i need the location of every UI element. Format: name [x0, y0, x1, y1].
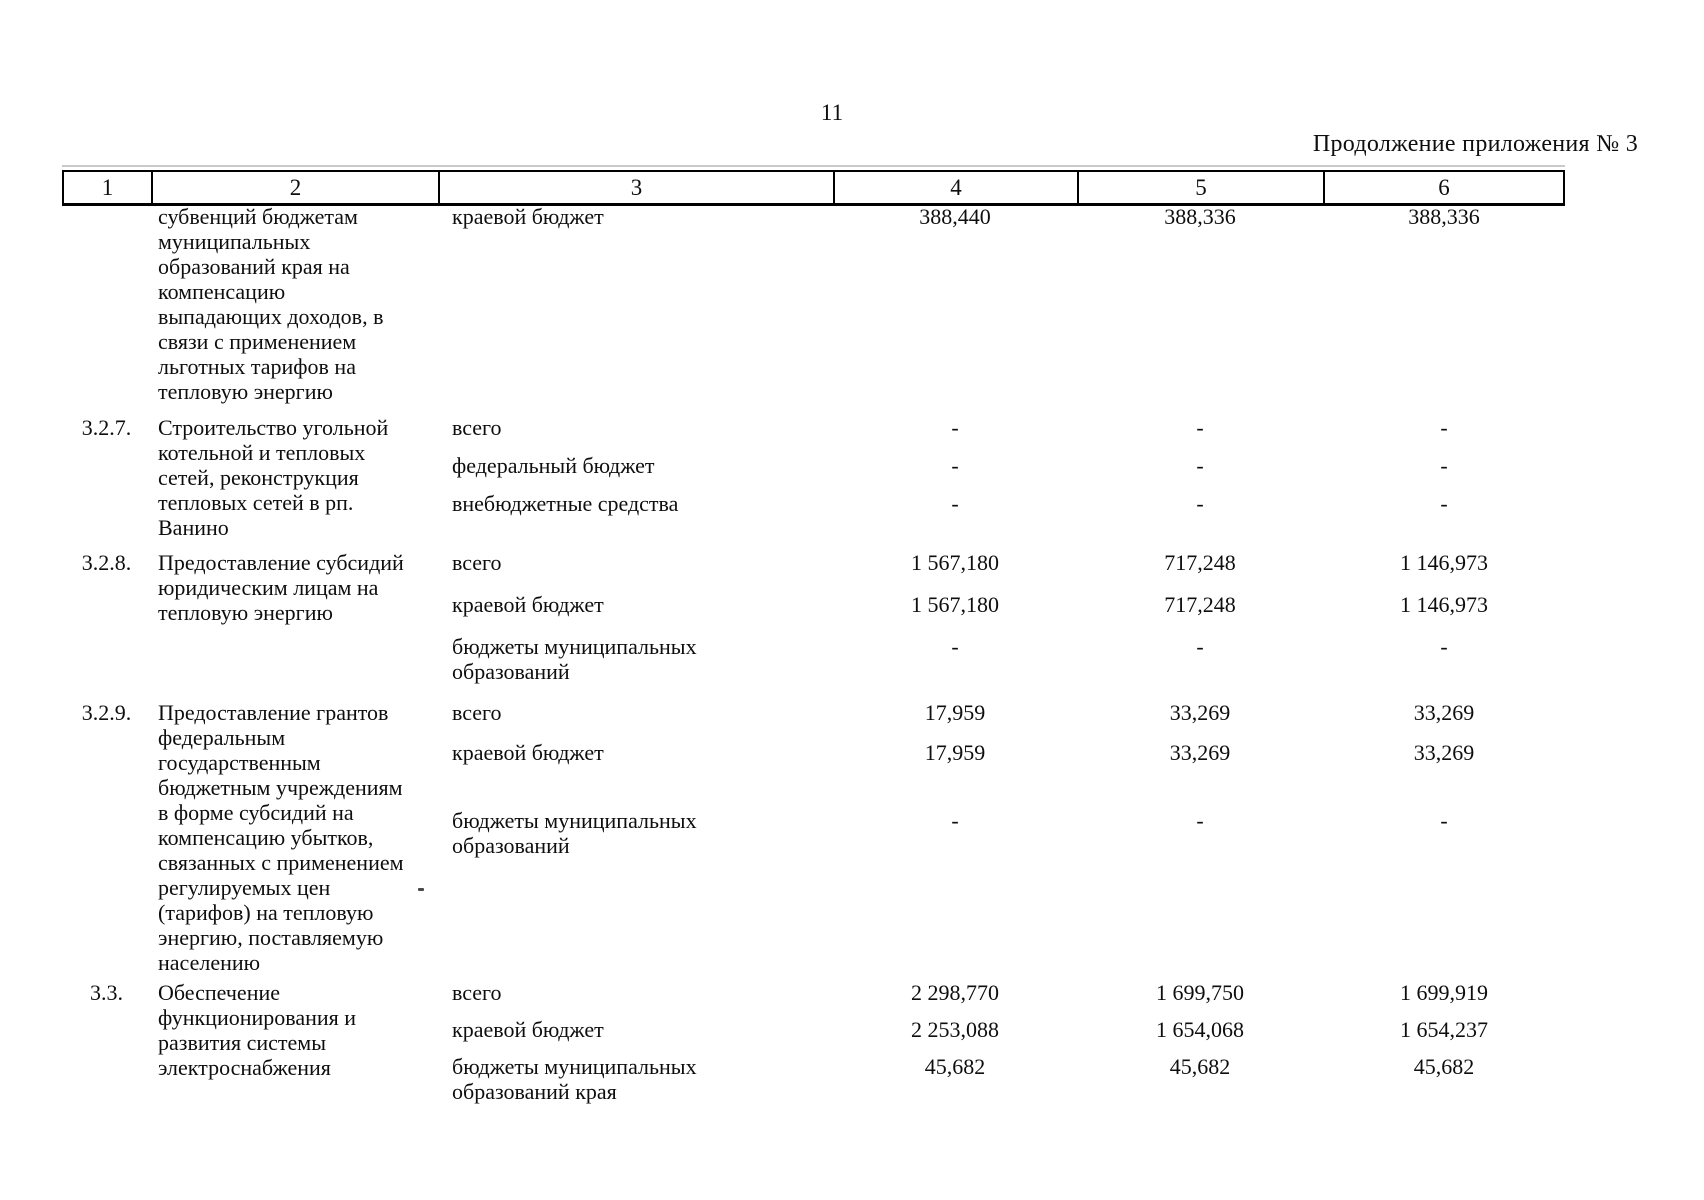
row-number: 3.2.7. — [81, 415, 132, 440]
budget-subrow: внебюджетные средства - - - — [438, 491, 1565, 516]
budget-subrows: всего 17,959 33,269 33,269 краевой бюдже… — [438, 700, 1565, 858]
budget-subrows: всего 2 298,770 1 699,750 1 699,919 крае… — [438, 980, 1565, 1104]
budget-subrow: всего - - - — [438, 415, 1565, 440]
budget-level-label: всего — [452, 700, 502, 725]
value-col4: 1 567,180 — [911, 592, 999, 617]
budget-subrow: всего 17,959 33,269 33,269 — [438, 700, 1565, 725]
budget-level-label: краевой бюджет — [452, 740, 604, 765]
value-col6: - — [1440, 491, 1448, 516]
value-col6: 33,269 — [1413, 740, 1475, 765]
row-number: 3.2.9. — [81, 700, 132, 725]
value-col4: 1 567,180 — [911, 550, 999, 575]
value-col5: 717,248 — [1164, 550, 1236, 575]
value-col5: - — [1196, 491, 1204, 516]
budget-level-label: всего — [452, 550, 502, 575]
row-name: Обеспечение функционирования и развития … — [158, 980, 357, 1080]
value-col4: 388,440 — [919, 204, 991, 229]
value-col4: 45,682 — [924, 1054, 986, 1079]
value-col5: 33,269 — [1169, 740, 1231, 765]
budget-level-label: всего — [452, 415, 502, 440]
budget-subrow: всего 2 298,770 1 699,750 1 699,919 — [438, 980, 1565, 1005]
row-name: Строительство угольной котельной и тепло… — [158, 415, 389, 540]
value-col4: - — [951, 415, 959, 440]
value-col4: - — [951, 634, 959, 659]
value-col4: - — [951, 453, 959, 478]
column-header-1: 1 — [62, 172, 151, 203]
value-col5: 1 654,068 — [1156, 1017, 1244, 1042]
row-number: 3.2.8. — [81, 550, 132, 575]
value-col6: 1 146,973 — [1400, 550, 1488, 575]
value-col5: 388,336 — [1164, 204, 1236, 229]
value-col5: - — [1196, 808, 1204, 833]
page-number: 11 — [820, 100, 844, 125]
budget-subrow: бюджеты муниципальных образований - - - — [438, 808, 1565, 858]
scan-artifact — [418, 888, 424, 891]
table-column-header-row: 1 2 3 4 5 6 — [62, 170, 1565, 206]
value-col5: 717,248 — [1164, 592, 1236, 617]
column-header-4: 4 — [833, 172, 1077, 203]
value-col4: 2 253,088 — [911, 1017, 999, 1042]
column-header-6: 6 — [1323, 172, 1565, 203]
value-col6: 388,336 — [1408, 204, 1480, 229]
value-col5: 33,269 — [1169, 700, 1231, 725]
row-name: Предоставление субсидий юридическим лица… — [158, 550, 404, 625]
value-col6: - — [1440, 808, 1448, 833]
value-col5: - — [1196, 453, 1204, 478]
budget-subrow: федеральный бюджет - - - — [438, 453, 1565, 478]
value-col6: 33,269 — [1413, 700, 1475, 725]
value-col5: - — [1196, 634, 1204, 659]
value-col6: 1 699,919 — [1400, 980, 1488, 1005]
budget-subrow: краевой бюджет 2 253,088 1 654,068 1 654… — [438, 1017, 1565, 1042]
value-col6: 1 654,237 — [1400, 1017, 1488, 1042]
value-col5: 1 699,750 — [1156, 980, 1244, 1005]
column-header-2: 2 — [151, 172, 438, 203]
value-col4: 17,959 — [924, 700, 986, 725]
value-col6: 1 146,973 — [1400, 592, 1488, 617]
budget-subrow: краевой бюджет 388,440 388,336 388,336 — [438, 204, 1565, 229]
budget-level-label: бюджеты муниципальных образований — [452, 808, 697, 858]
value-col4: - — [951, 808, 959, 833]
row-name: субвенций бюджетам муниципальных образов… — [158, 204, 384, 404]
value-col6: - — [1440, 453, 1448, 478]
column-header-3: 3 — [438, 172, 833, 203]
value-col4: - — [951, 491, 959, 516]
budget-level-label: краевой бюджет — [452, 592, 604, 617]
value-col4: 17,959 — [924, 740, 986, 765]
value-col6: - — [1440, 634, 1448, 659]
row-name: Предоставление грантов федеральным госуд… — [158, 700, 404, 975]
budget-level-label: всего — [452, 980, 502, 1005]
budget-level-label: бюджеты муниципальных образований края — [452, 1054, 697, 1104]
budget-level-label: бюджеты муниципальных образований — [452, 634, 697, 684]
budget-subrow: краевой бюджет 17,959 33,269 33,269 — [438, 740, 1565, 765]
budget-subrows: всего 1 567,180 717,248 1 146,973 краево… — [438, 550, 1565, 684]
value-col4: 2 298,770 — [911, 980, 999, 1005]
budget-subrow: бюджеты муниципальных образований края 4… — [438, 1054, 1565, 1104]
scan-smear-line — [62, 165, 1565, 167]
budget-level-label: краевой бюджет — [452, 1017, 604, 1042]
value-col6: 45,682 — [1413, 1054, 1475, 1079]
value-col6: - — [1440, 415, 1448, 440]
budget-subrows: краевой бюджет 388,440 388,336 388,336 — [438, 204, 1565, 229]
budget-subrow: краевой бюджет 1 567,180 717,248 1 146,9… — [438, 592, 1565, 617]
value-col5: - — [1196, 415, 1204, 440]
budget-level-label: федеральный бюджет — [452, 453, 655, 478]
value-col5: 45,682 — [1169, 1054, 1231, 1079]
budget-level-label: краевой бюджет — [452, 204, 604, 229]
budget-subrows: всего - - - федеральный бюджет - - - вне… — [438, 415, 1565, 516]
budget-subrow: всего 1 567,180 717,248 1 146,973 — [438, 550, 1565, 575]
column-header-5: 5 — [1077, 172, 1323, 203]
appendix-continuation-label: Продолжение приложения № 3 — [1312, 131, 1638, 157]
row-number: 3.3. — [90, 980, 123, 1005]
budget-subrow: бюджеты муниципальных образований - - - — [438, 634, 1565, 684]
budget-level-label: внебюджетные средства — [452, 491, 679, 516]
